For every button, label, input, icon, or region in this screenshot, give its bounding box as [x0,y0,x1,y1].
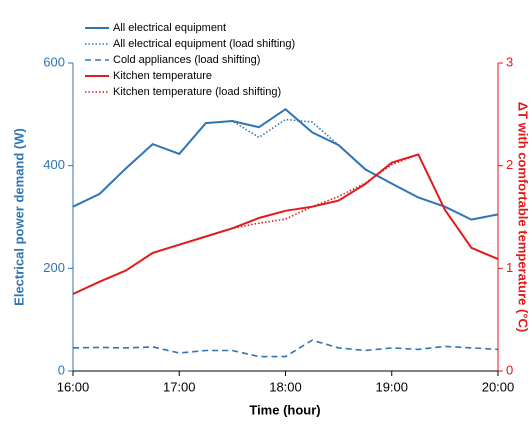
y2-tick-label: 2 [506,157,513,172]
series-line [72,153,499,295]
x-tick-label: 17:00 [163,379,196,394]
y-tick-label: 200 [43,260,65,275]
y-tick-label: 600 [43,54,65,69]
legend-label: Cold appliances (load shifting) [113,54,260,66]
x-tick-label: 20:00 [482,379,515,394]
y2-tick-label: 3 [506,54,513,69]
legend-label: Kitchen temperature (load shifting) [113,86,281,98]
legend-label: All electrical equipment (load shifting) [113,38,295,50]
series-line [72,339,499,358]
series-line [72,153,499,295]
x-tick-label: 18:00 [269,379,302,394]
y-tick-label: 400 [43,157,65,172]
legend-label: All electrical equipment [113,22,226,34]
legend-label: Kitchen temperature [113,70,212,82]
y2-tick-label: 0 [506,362,513,377]
y-tick-label: 0 [58,362,65,377]
y-axis-title: Electrical power demand (W) [11,128,26,306]
x-tick-label: 19:00 [375,379,408,394]
y2-axis-title: ΔT with comfortable temperature (°C) [516,102,531,333]
y2-tick-label: 1 [506,260,513,275]
x-axis-title: Time (hour) [249,402,320,417]
series-line [72,107,499,221]
x-tick-label: 16:00 [57,379,90,394]
series-line [72,118,499,221]
